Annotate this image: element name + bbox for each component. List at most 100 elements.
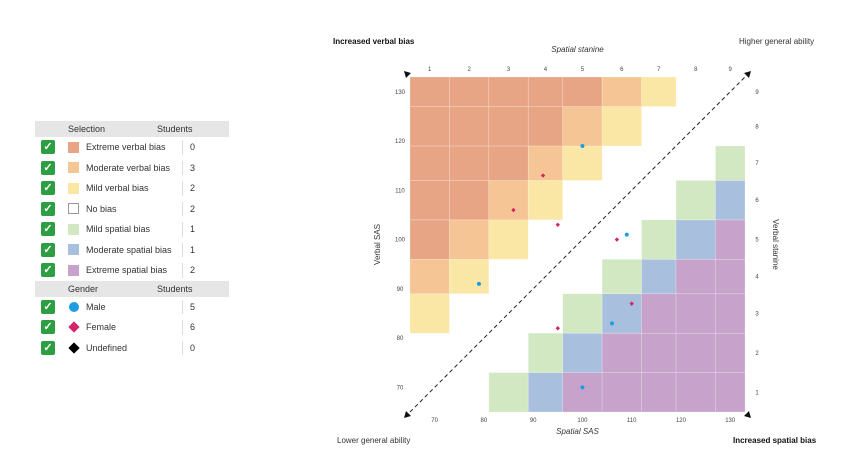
checkbox-checked-icon[interactable]: ✓ [41,320,55,335]
gender-row[interactable]: ✓ Female 6 [35,317,229,338]
verbal-sas-tick: 120 [395,139,406,145]
diagonal-line [409,76,746,413]
checkbox-checked-icon[interactable]: ✓ [41,222,55,237]
male-point [609,321,614,326]
bias-cell [601,258,642,295]
bias-cell [488,180,529,221]
bias-cell [715,332,746,373]
female-point [540,173,546,178]
bias-cell [409,76,450,107]
bias-color-swatch [68,141,79,153]
bias-cell [527,145,564,181]
selection-label: Mild spatial bias [86,224,151,235]
checkbox-checked-icon[interactable]: ✓ [41,263,55,278]
gender-header-row: Gender Students [35,280,229,297]
verbal-stanine-tick: 4 [755,275,759,281]
selection-count: 2 [190,183,196,194]
selection-count: 2 [190,265,196,276]
selection-header: Selection [68,124,106,134]
bias-cell [675,332,716,373]
bias-cell [715,258,746,295]
selection-count: 1 [190,224,196,235]
bias-cell [675,180,716,221]
bias-cell [449,219,490,260]
gender-count: 5 [190,301,196,312]
verbal-stanine-tick: 6 [755,198,759,204]
bias-cell [675,293,716,334]
bias-cell [601,76,642,107]
female-point [511,207,516,213]
gender-label: Male [86,301,106,312]
female-point [555,326,560,331]
corner-arrow-icon [744,411,751,418]
gender-row[interactable]: ✓ Undefined 0 [35,338,229,359]
female-point [555,222,560,227]
corner-arrow-icon [404,71,411,78]
selection-label: Moderate verbal bias [86,162,171,173]
verbal-stanine-tick: 9 [755,90,759,96]
selection-row[interactable]: ✓ Mild verbal bias 2 [35,178,229,199]
bias-cell [409,219,450,260]
selection-count: 1 [190,244,196,255]
selection-row[interactable]: ✓ Extreme verbal bias 0 [35,137,229,158]
bias-cell [601,372,642,413]
checkbox-checked-icon[interactable]: ✓ [41,340,55,355]
corner-bottom-left-label: Lower general ability [337,436,411,445]
bias-cell [527,106,564,147]
bias-cell [715,372,746,413]
spatial-stanine-tick: 1 [428,67,432,73]
corner-arrow-icon [404,411,411,418]
bias-cell [527,76,564,107]
verbal-sas-tick: 130 [395,90,406,96]
spatial-sas-tick: 120 [676,418,687,424]
bias-cell [641,332,677,373]
corner-bottom-right-label: Increased spatial bias [733,436,817,445]
verbal-stanine-tick: 3 [755,311,759,317]
checkbox-checked-icon[interactable]: ✓ [41,140,55,155]
corner-arrow-icon [744,71,751,78]
checkbox-checked-icon[interactable]: ✓ [41,181,55,196]
male-point [580,143,585,148]
checkbox-checked-icon[interactable]: ✓ [41,201,55,216]
bias-cell [715,293,746,334]
selection-row[interactable]: ✓ No bias 2 [35,199,229,220]
corner-top-right-label: Higher general ability [739,37,815,46]
bias-cell [715,180,746,221]
spatial-stanine-tick: 9 [729,67,733,73]
verbal-sas-title: Verbal SAS [373,224,382,265]
selection-label: No bias [86,203,117,214]
spatial-stanine-tick: 3 [507,67,511,73]
bias-color-swatch [68,182,79,194]
bias-cell [675,219,716,260]
verbal-stanine-tick: 2 [755,351,759,357]
selection-row[interactable]: ✓ Moderate verbal bias 3 [35,158,229,179]
male-point [580,385,585,390]
bias-cell [675,372,716,413]
bias-cell [641,76,677,107]
checkbox-checked-icon[interactable]: ✓ [41,242,55,257]
bias-cell [409,180,450,221]
bias-cell [675,258,716,295]
checkbox-checked-icon[interactable]: ✓ [41,160,55,175]
gender-header: Gender [68,283,99,294]
spatial-sas-tick: 70 [431,418,438,424]
bias-cell [715,145,746,181]
bias-cell [409,145,450,181]
male-point [476,281,481,286]
spatial-sas-tick: 110 [627,418,637,424]
selection-row[interactable]: ✓ Mild spatial bias 1 [35,219,229,240]
bias-cell [601,332,642,373]
selection-row[interactable]: ✓ Moderate spatial bias 1 [35,240,229,261]
bias-cell [641,293,677,334]
bias-color-swatch [68,162,79,174]
spatial-stanine-tick: 2 [467,67,471,73]
gender-label: Undefined [86,342,128,353]
checkbox-checked-icon[interactable]: ✓ [41,299,55,314]
bias-cell [488,372,529,413]
selection-row[interactable]: ✓ Extreme spatial bias 2 [35,260,229,281]
bias-cell [449,258,490,295]
spatial-sas-tick: 130 [725,418,736,424]
bias-cell [449,106,490,147]
gender-row[interactable]: ✓ Male 5 [35,297,229,318]
circle-marker-icon [69,301,79,312]
